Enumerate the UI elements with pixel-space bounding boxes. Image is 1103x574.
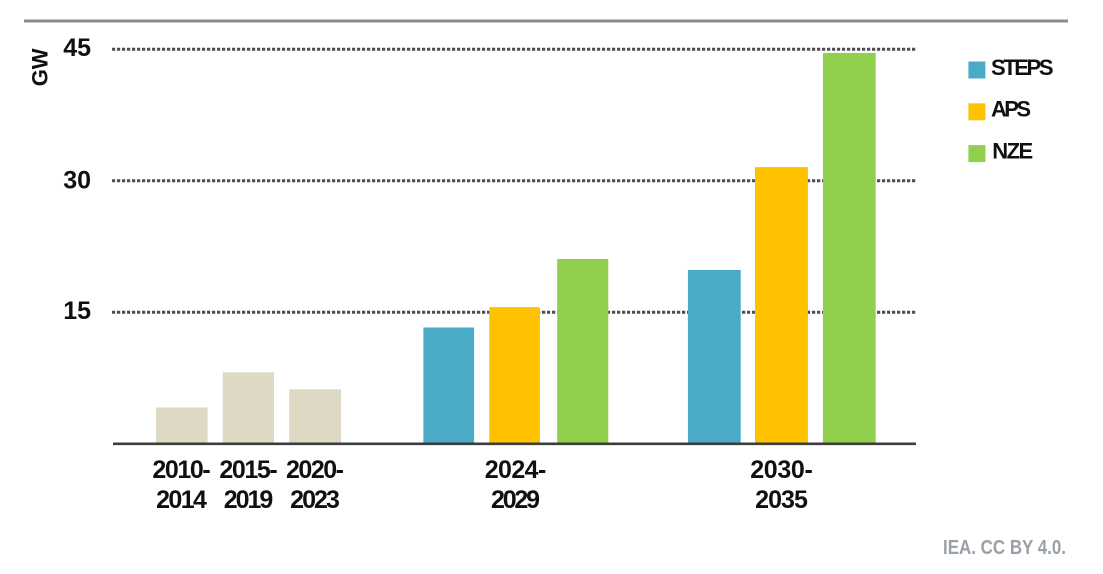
svg-text:2015-: 2015-	[219, 456, 277, 484]
svg-text:APS: APS	[991, 97, 1031, 122]
svg-text:STEPS: STEPS	[991, 55, 1054, 80]
svg-text:GW: GW	[28, 48, 53, 86]
svg-text:30: 30	[63, 167, 91, 195]
svg-text:2010-: 2010-	[152, 456, 210, 484]
svg-text:2024-: 2024-	[485, 456, 547, 484]
svg-text:2035: 2035	[755, 486, 808, 514]
svg-text:2014: 2014	[156, 486, 207, 514]
svg-text:15: 15	[63, 297, 91, 325]
svg-text:45: 45	[63, 34, 91, 62]
svg-text:2019: 2019	[224, 486, 274, 514]
svg-text:NZE: NZE	[992, 139, 1033, 164]
svg-text:IEA. CC BY 4.0.: IEA. CC BY 4.0.	[943, 537, 1066, 559]
svg-text:2030-: 2030-	[750, 456, 813, 484]
svg-text:2029: 2029	[491, 486, 540, 514]
svg-text:2020-: 2020-	[286, 456, 344, 484]
svg-text:2023: 2023	[290, 486, 340, 514]
